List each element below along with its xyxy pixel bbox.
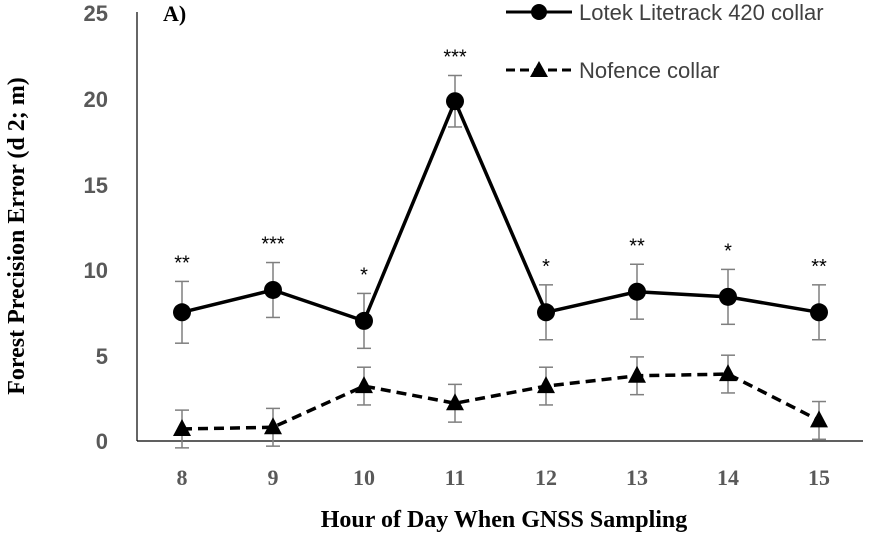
y-axis-ticks: 0 5 10 15 20 25	[84, 1, 108, 454]
data-point-circle	[810, 303, 828, 322]
y-tick-label: 10	[84, 258, 108, 283]
y-tick-label: 5	[96, 344, 108, 369]
significance-label: *	[360, 264, 368, 286]
data-point-circle	[173, 303, 191, 322]
data-point-triangle	[537, 376, 555, 394]
x-axis-ticks: 8 9 10 11 12 13 14 15	[177, 465, 831, 490]
significance-label: ***	[443, 46, 467, 68]
legend: Lotek Litetrack 420 collar Nofence colla…	[506, 0, 824, 83]
data-point-triangle	[810, 410, 828, 428]
data-point-triangle	[355, 376, 373, 394]
x-tick-label: 13	[626, 465, 648, 490]
data-point-circle	[355, 311, 373, 330]
significance-label: *	[542, 256, 550, 278]
significance-label: *	[724, 240, 732, 262]
legend-label-nofence: Nofence collar	[579, 58, 720, 83]
data-point-circle	[719, 287, 737, 306]
data-point-circle	[264, 280, 282, 299]
x-tick-label: 14	[717, 465, 739, 490]
significance-label: **	[811, 256, 827, 278]
x-tick-label: 8	[177, 465, 188, 490]
y-tick-label: 0	[96, 429, 108, 454]
x-axis-title: Hour of Day When GNSS Sampling	[321, 507, 688, 533]
panel-label: A)	[163, 1, 186, 26]
data-markers	[173, 92, 828, 436]
data-point-triangle	[446, 393, 464, 411]
series-lines	[181, 99, 820, 431]
data-point-circle	[628, 282, 646, 301]
legend-triangle-marker	[530, 61, 548, 77]
x-tick-label: 15	[808, 465, 830, 490]
y-tick-label: 20	[84, 87, 108, 112]
x-tick-label: 11	[445, 465, 466, 490]
significance-label: **	[174, 252, 190, 274]
significance-labels: ************ ***	[174, 46, 827, 286]
y-axis-title: Forest Precision Error (d 2; m)	[4, 77, 30, 394]
x-tick-label: 10	[353, 465, 375, 490]
data-point-triangle	[628, 365, 646, 383]
x-tick-label: 12	[535, 465, 557, 490]
significance-label: **	[629, 235, 645, 257]
data-point-triangle	[719, 364, 737, 382]
data-point-circle	[446, 92, 464, 111]
legend-label-lotek: Lotek Litetrack 420 collar	[579, 0, 824, 25]
data-point-triangle	[173, 418, 191, 436]
y-tick-label: 25	[84, 1, 108, 26]
legend-entry-lotek: Lotek Litetrack 420 collar	[506, 0, 824, 25]
significance-label: ***	[261, 234, 285, 256]
y-tick-label: 15	[84, 173, 108, 198]
series-line-nofence	[181, 372, 820, 431]
legend-circle-marker	[531, 4, 547, 20]
data-point-triangle	[264, 417, 282, 435]
series-line-lotek	[181, 99, 820, 323]
legend-entry-nofence: Nofence collar	[506, 58, 720, 83]
x-tick-label: 9	[268, 465, 279, 490]
data-point-circle	[537, 303, 555, 322]
